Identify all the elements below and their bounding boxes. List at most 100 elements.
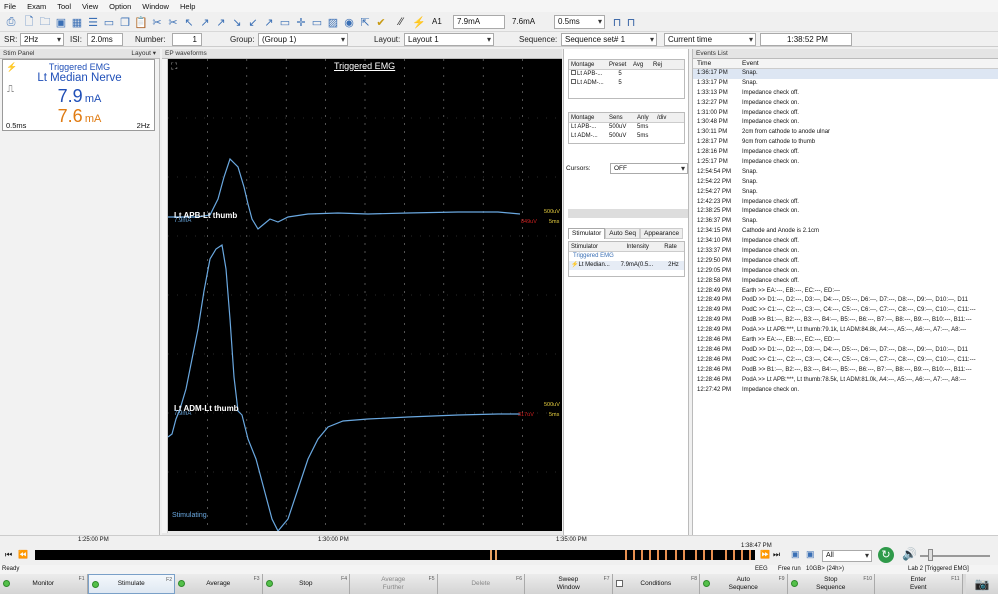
event-row[interactable]: 12:28:46 PM Earth >> EA:---, EB:---, EC:-… [693,336,998,346]
waveform-plot[interactable]: ⛶ Triggered EMG Lt APB-Lt thumb 7.9mA 50… [168,59,562,531]
event-row[interactable]: 1:30:48 PM Impedance check on. [693,118,998,128]
event-row[interactable]: 12:29:50 PM Impedance check off. [693,257,998,267]
trace1-label[interactable]: Lt APB-Lt thumb [174,211,238,220]
fkey-auto-sequence-button[interactable]: Auto Sequence F9 [700,574,788,594]
first-frame-icon[interactable]: ⏮ [5,550,13,559]
sr-select[interactable]: 2Hz [20,33,64,46]
cut-icon[interactable]: ✂ [152,16,162,29]
cursor-3-icon[interactable]: ↘ [232,16,242,29]
fkey-enter-event-button[interactable]: Enter Event F11 [875,574,963,594]
montage-row[interactable]: Lt ADM-... 5 [569,79,684,88]
fast-forward-icon[interactable]: ⏩ [760,550,770,559]
event-row[interactable]: 12:28:46 PM PodB >> B1:---, B2:---, B3:--… [693,366,998,376]
menu-tool[interactable]: Tool [57,1,72,11]
fkey-conditions-button[interactable]: Conditions F8 [612,574,700,594]
stim-card[interactable]: ⚡ ⎍ Triggered EMG Lt Median Nerve 7.9 mA… [2,59,155,131]
crosshair-icon[interactable]: ✛ [296,16,306,29]
event-row[interactable]: 1:33:17 PM Snap. [693,79,998,89]
checkbox-icon[interactable] [615,580,623,587]
timeline-event-mark[interactable] [703,550,705,560]
checkbox-icon[interactable] [571,70,576,75]
volume-slider[interactable] [920,555,990,557]
timeline-event-mark[interactable] [675,550,677,560]
fkey-delete-button[interactable]: Delete F6 [437,574,525,594]
zoom-select[interactable]: All [822,550,872,562]
cursor-4-icon[interactable]: ↙ [248,16,258,29]
timeline-event-mark[interactable] [641,550,643,560]
fkey-sweep-window-button[interactable]: Sweep Window F7 [525,574,613,594]
printer-icon[interactable]: ⎙ [6,15,16,28]
open-folder-icon[interactable]: 🗀 [39,15,51,28]
pen-icon[interactable]: ⁄⁄ [399,16,403,28]
paste-icon[interactable]: 📋 [134,16,148,29]
cursor-alt-icon[interactable]: ↗ [200,16,210,29]
menu-exam[interactable]: Exam [27,1,47,11]
event-row[interactable]: 1:28:17 PM 9cm from cathode to thumb [693,138,998,148]
fkey-average-button[interactable]: Average F3 [175,574,263,594]
ep-scrollbar[interactable] [162,59,168,533]
sens-row[interactable]: Lt ADM-... 500uV 5ms [569,132,684,141]
stim-layout-menu[interactable]: Layout ▾ [131,50,156,57]
event-row[interactable]: 1:33:13 PM Impedance check off. [693,89,998,99]
event-row[interactable]: 1:25:17 PM Impedance check on. [693,158,998,168]
event-row[interactable]: 1:30:11 PM 2cm from cathode to anode ulna… [693,128,998,138]
isi-field[interactable]: 2.0ms [87,33,123,46]
refresh-icon[interactable]: ↻ [878,547,894,563]
timeline-event-mark[interactable] [725,550,727,560]
stimulator-group[interactable]: Triggered EMG [573,253,614,259]
last-frame-icon[interactable]: ⏭ [773,550,781,559]
fkey-monitor-button[interactable]: Monitor F1 [0,574,88,594]
timeline-event-mark[interactable] [625,550,627,560]
window-icon[interactable]: ▭ [279,16,291,29]
save-icon[interactable]: ▣ [55,16,67,29]
expand-icon[interactable]: ⛶ [171,61,178,71]
fkey-stop-button[interactable]: Stop F4 [262,574,350,594]
event-row[interactable]: 1:36:17 PM Snap. [693,69,998,79]
event-row[interactable]: 12:28:46 PM PodC >> C1:---, C2:---, C3:--… [693,356,998,366]
check-icon[interactable]: ✔ [376,16,386,29]
event-row[interactable]: 12:54:54 PM Snap. [693,168,998,178]
fkey-stop-sequence-button[interactable]: Stop Sequence F10 [787,574,875,594]
event-row[interactable]: 12:34:10 PM Impedance check off. [693,237,998,247]
event-row[interactable]: 12:28:49 PM PodB >> B1:---, B2:---, B3:--… [693,316,998,326]
window-alt-icon[interactable]: ▭ [311,16,323,29]
camera-icon[interactable]: 📷 [966,574,998,594]
cursor-2-icon[interactable]: ↗ [216,16,226,29]
event-row[interactable]: 12:29:05 PM Impedance check on. [693,267,998,277]
export-icon[interactable]: ⇱ [360,16,370,29]
group-select[interactable]: (Group 1) [258,33,348,46]
timeline-event-mark[interactable] [633,550,635,560]
menu-help[interactable]: Help [179,1,196,11]
cursor-tool-icon[interactable]: ↖ [184,16,194,29]
checkbox-icon[interactable] [571,79,576,84]
pulse-bi-icon[interactable]: ⊓ [626,16,636,29]
timeline-event-mark[interactable] [741,550,743,560]
timeline-event-mark[interactable] [711,550,713,560]
intensity-1-field[interactable]: 7.9mA [453,15,505,29]
speaker-icon[interactable]: 🔊 [902,547,917,561]
menu-window[interactable]: Window [142,1,169,11]
volume-slider-thumb[interactable] [928,549,933,561]
timeline-event-mark[interactable] [683,550,685,560]
event-row[interactable]: 12:28:49 PM PodC >> C1:---, C2:---, C3:--… [693,306,998,316]
timeline-event-mark[interactable] [657,550,659,560]
event-row[interactable]: 12:28:46 PM PodD >> D1:---, D2:---, D3:--… [693,346,998,356]
tab-stimulator[interactable]: Stimulator [568,228,606,239]
zoom-fit-icon[interactable]: ▣ [791,549,800,559]
stimulator-row[interactable]: ⚡Lt Median... 7.9mA(0.5... 2Hz [569,261,684,270]
timeline-event-mark[interactable] [695,550,697,560]
rewind-icon[interactable]: ⏪ [18,550,28,559]
time-mode-select[interactable]: Current time [664,33,756,46]
number-field[interactable]: 1 [172,33,202,46]
timeline-event-mark[interactable] [665,550,667,560]
event-row[interactable]: 12:42:23 PM Impedance check off. [693,198,998,208]
zoom-icon[interactable]: ▣ [806,549,815,559]
event-row[interactable]: 12:28:49 PM PodD >> D1:---, D2:---, D3:--… [693,296,998,306]
tab-auto-seq[interactable]: Auto Seq [605,228,641,239]
cursors-select[interactable]: OFF [610,163,688,174]
copy-icon[interactable]: ❐ [120,16,130,29]
sens-row[interactable]: Lt APB-... 500uV 5ms [569,123,684,132]
new-file-icon[interactable]: 🗋 [24,15,34,28]
sequence-select[interactable]: Sequence set# 1 [561,33,657,46]
menu-option[interactable]: Option [109,1,132,11]
